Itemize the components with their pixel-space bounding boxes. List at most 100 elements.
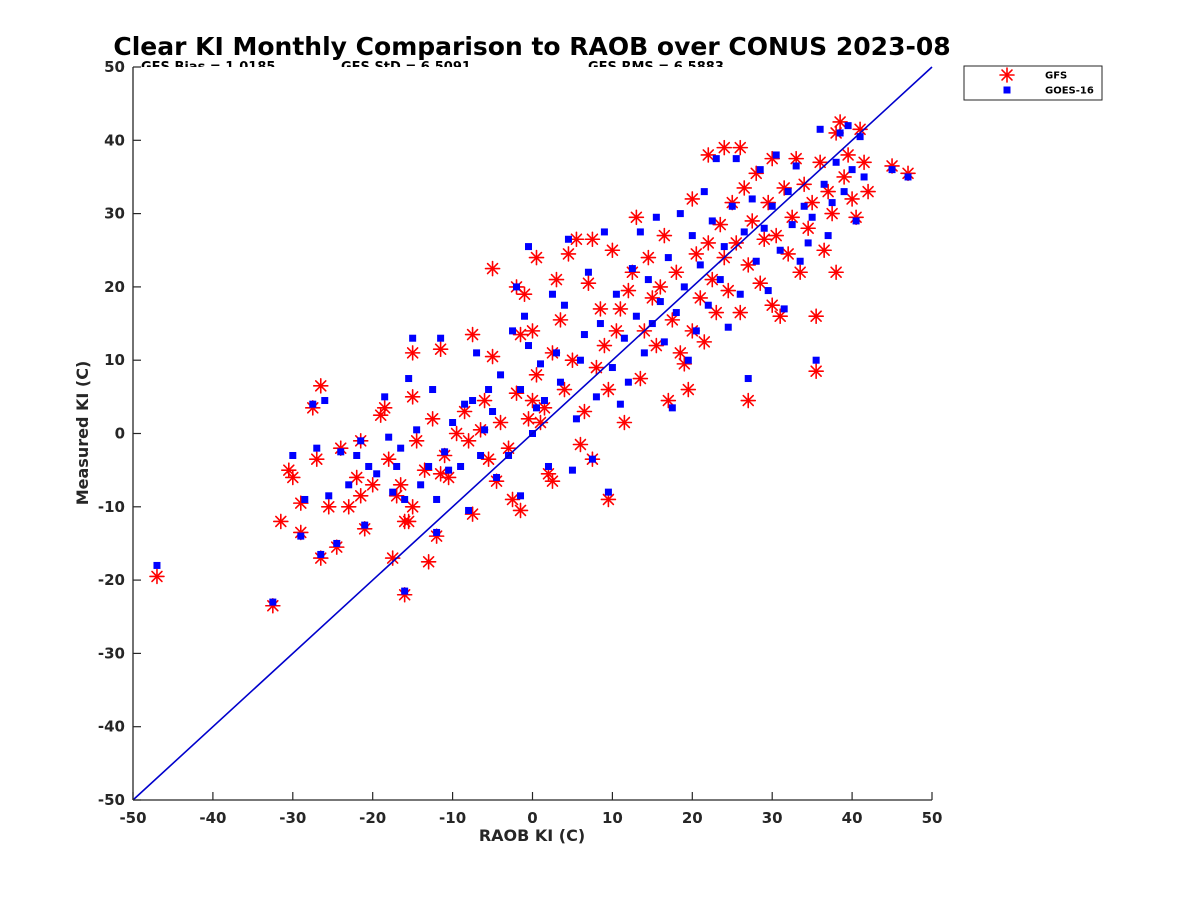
gfs-point xyxy=(528,249,545,266)
y-tick-label: -10 xyxy=(98,498,125,516)
goes16-point xyxy=(708,217,716,225)
goes16-point xyxy=(804,239,812,247)
legend-goes16-marker xyxy=(1003,86,1011,94)
gfs-point xyxy=(740,392,757,409)
gfs-point xyxy=(792,264,808,281)
goes16-point xyxy=(473,349,481,357)
gfs-point xyxy=(476,392,493,409)
goes16-point xyxy=(365,462,373,470)
gfs-point xyxy=(348,469,365,486)
goes16-point xyxy=(808,213,816,221)
goes16-point xyxy=(481,426,489,434)
goes16-point xyxy=(373,470,381,478)
goes16-point xyxy=(748,195,756,203)
gfs-point xyxy=(804,194,820,211)
gfs-point xyxy=(744,213,761,229)
goes16-point xyxy=(796,257,804,265)
goes16-point xyxy=(297,532,305,540)
goes16-point xyxy=(485,386,493,394)
goes16-point xyxy=(568,466,576,474)
goes16-point xyxy=(768,202,776,210)
gfs-point xyxy=(480,451,497,467)
goes16-point xyxy=(676,210,684,218)
legend-box xyxy=(963,65,1103,101)
goes16-point xyxy=(465,506,473,514)
gfs-point xyxy=(824,205,840,222)
gfs-point xyxy=(860,183,876,200)
goes16-point xyxy=(760,224,768,232)
goes16-point xyxy=(389,488,397,496)
goes16-point xyxy=(764,287,772,295)
goes16-point xyxy=(588,455,596,463)
goes16-point xyxy=(433,528,441,536)
x-tick-label: 10 xyxy=(602,809,623,827)
goes16-point xyxy=(536,360,544,368)
x-tick-label: 0 xyxy=(527,809,537,827)
gfs-point xyxy=(404,345,421,361)
y-tick-label: 20 xyxy=(104,278,125,296)
gfs-point xyxy=(600,491,617,508)
gfs-point xyxy=(584,231,601,248)
goes16-point xyxy=(552,349,560,357)
gfs-point xyxy=(612,301,629,317)
goes16-point xyxy=(449,419,457,427)
goes16-point xyxy=(688,232,696,240)
gfs-point xyxy=(840,147,856,163)
goes16-point xyxy=(596,320,604,328)
gfs-point xyxy=(628,209,645,226)
goes16-point xyxy=(357,437,365,445)
goes16-point xyxy=(325,492,333,500)
goes16-point xyxy=(720,243,728,251)
gfs-point xyxy=(320,498,337,515)
goes16-point xyxy=(576,356,584,364)
goes16-point xyxy=(301,495,309,503)
goes16-point xyxy=(788,221,796,229)
goes16-point xyxy=(780,305,788,313)
goes16-point xyxy=(489,408,497,416)
gfs-point xyxy=(756,231,773,248)
y-axis-label: Measured KI (C) xyxy=(73,361,92,506)
goes16-point xyxy=(521,312,529,320)
gfs-point xyxy=(768,227,784,244)
goes16-point xyxy=(744,375,752,383)
gfs-point xyxy=(648,337,665,354)
goes16-point xyxy=(580,331,588,339)
x-tick-label: -40 xyxy=(199,809,226,827)
gfs-point xyxy=(772,308,788,325)
goes16-point xyxy=(800,202,808,210)
gfs-point xyxy=(149,568,165,585)
goes16-point xyxy=(632,312,640,320)
goes16-point xyxy=(616,400,624,408)
gfs-point xyxy=(664,312,681,328)
goes16-point xyxy=(517,492,525,500)
goes16-point xyxy=(776,246,784,254)
goes16-point xyxy=(836,129,844,137)
gfs-point xyxy=(544,473,561,489)
goes16-point xyxy=(493,473,501,481)
goes16-point xyxy=(612,290,620,298)
gfs-point xyxy=(832,114,848,130)
gfs-point xyxy=(400,513,417,530)
goes16-point xyxy=(345,481,353,489)
goes16-point xyxy=(620,334,628,342)
gfs-point xyxy=(808,308,824,325)
y-tick-label: -40 xyxy=(98,718,125,736)
data-points xyxy=(149,114,916,614)
gfs-point xyxy=(416,462,433,478)
gfs-point xyxy=(692,290,709,306)
goes16-point xyxy=(153,561,161,569)
gfs-point xyxy=(524,323,541,339)
x-tick-label: -20 xyxy=(359,809,386,827)
goes16-point xyxy=(540,397,548,405)
goes16-point xyxy=(445,466,453,474)
gfs-point xyxy=(684,191,701,207)
goes16-point xyxy=(361,521,369,529)
gfs-point xyxy=(652,279,669,295)
gfs-point xyxy=(680,381,697,398)
gfs-point xyxy=(740,257,757,273)
goes16-point xyxy=(385,433,393,441)
goes16-point xyxy=(640,349,648,357)
goes16-point xyxy=(477,451,485,459)
goes16-point xyxy=(852,217,860,225)
